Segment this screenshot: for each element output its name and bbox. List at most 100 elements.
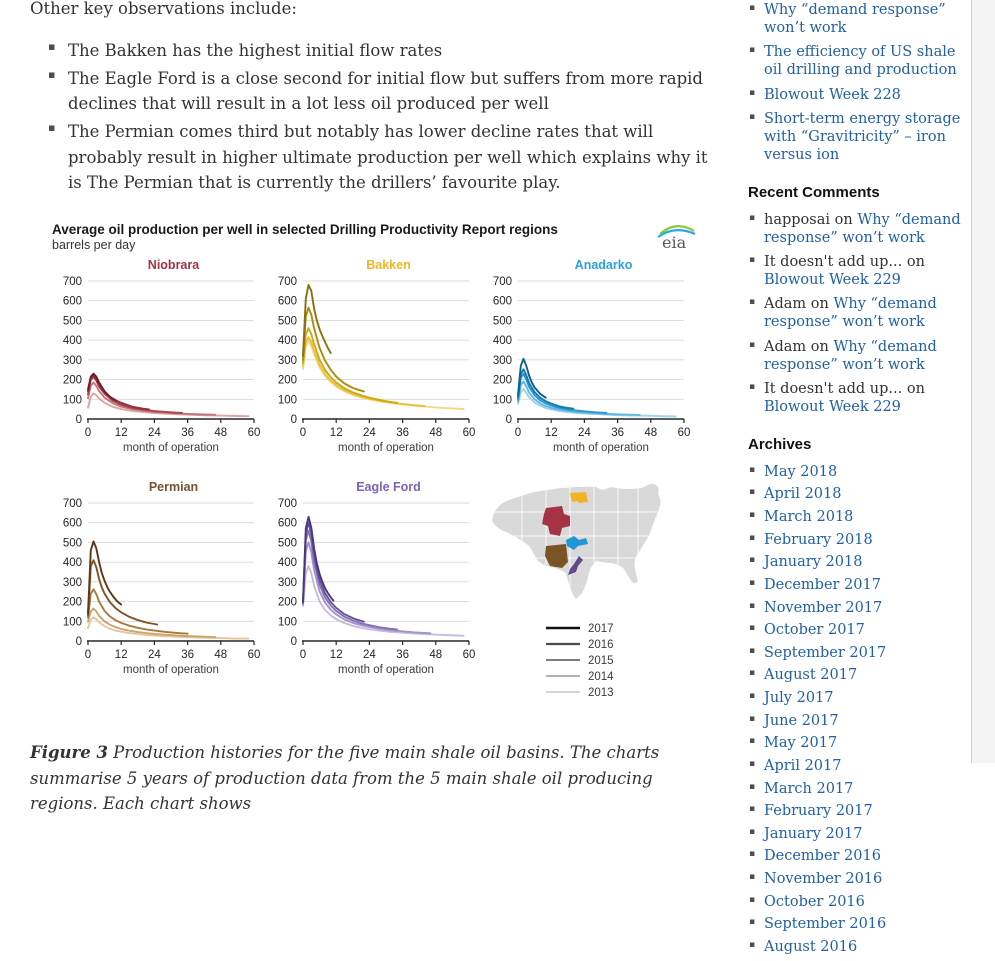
svg-text:600: 600 xyxy=(63,296,82,308)
svg-text:200: 200 xyxy=(63,375,82,387)
archive-link[interactable]: February 2017 xyxy=(764,803,873,820)
svg-text:36: 36 xyxy=(181,649,194,661)
archive-item: September 2017 xyxy=(749,644,962,662)
archive-item: March 2018 xyxy=(749,508,962,526)
us-basin-map: 2017 2016 2015 2014 2013 xyxy=(482,480,697,710)
archive-link[interactable]: April 2018 xyxy=(764,486,842,503)
archive-link[interactable]: November 2017 xyxy=(764,599,883,616)
svg-text:400: 400 xyxy=(63,335,82,347)
archive-link[interactable]: May 2018 xyxy=(764,463,838,480)
recent-post-link[interactable]: Blowout Week 228 xyxy=(764,86,901,103)
chart-eagle-ford: Eagle Ford 0 100 200 300 400 500 600 700 0 12 24 36… xyxy=(267,480,482,710)
map-region-bakken xyxy=(570,492,588,504)
chart-grid: Niobrara 0 100 200 300 400 500 600 700 0 12 24 36 48… xyxy=(52,258,712,710)
archive-item: September 2016 xyxy=(749,915,962,933)
recent-comments-list: happosai on Why “demand response” won’t … xyxy=(748,211,962,416)
eagle-ford-plot: 0 100 200 300 400 500 600 700 0 12 24 36 48 60 month o… xyxy=(278,498,476,676)
recent-comment-item: Adam on Why “demand response” won’t work xyxy=(749,338,962,374)
chart-subtitle: barrels per day xyxy=(52,238,136,253)
archive-link[interactable]: August 2017 xyxy=(764,667,858,684)
svg-text:12: 12 xyxy=(115,427,128,439)
recent-post-link[interactable]: The efficiency of US shale oil drilling … xyxy=(764,44,957,79)
svg-text:0: 0 xyxy=(291,636,297,648)
archives-list: May 2018 April 2018 March 2018 February 201… xyxy=(748,463,962,956)
archive-item: August 2016 xyxy=(749,938,962,956)
chart-niobrara: Niobrara 0 100 200 300 400 500 600 700 0 12 24 36 48… xyxy=(52,258,267,466)
archive-link[interactable]: January 2018 xyxy=(764,554,863,571)
svg-text:100: 100 xyxy=(63,616,82,628)
comment-post-link[interactable]: Why “demand response” won’t work xyxy=(764,211,961,246)
comment-author: Adam xyxy=(764,338,807,355)
svg-text:0: 0 xyxy=(85,649,91,661)
recent-post-item: The efficiency of US shale oil drilling … xyxy=(749,43,962,79)
comment-post-link[interactable]: Blowout Week 229 xyxy=(764,398,901,415)
archive-link[interactable]: December 2017 xyxy=(764,576,881,593)
svg-text:700: 700 xyxy=(63,276,82,288)
svg-text:48: 48 xyxy=(429,649,442,661)
comment-post-link[interactable]: Why “demand response” won’t work xyxy=(764,338,937,373)
archive-link[interactable]: March 2017 xyxy=(764,780,854,797)
region-title: Permian xyxy=(148,480,199,495)
archive-item: January 2017 xyxy=(749,825,962,843)
region-title: Anadarko xyxy=(574,258,633,273)
recent-post-item: Short-term energy storage with “Gravitri… xyxy=(749,110,962,164)
archive-item: December 2017 xyxy=(749,576,962,594)
legend-year-label: 2016 xyxy=(588,639,614,651)
archive-link[interactable]: September 2017 xyxy=(764,644,887,661)
svg-text:48: 48 xyxy=(214,427,227,439)
archive-item: August 2017 xyxy=(749,666,962,684)
archive-link[interactable]: January 2017 xyxy=(764,825,863,842)
recent-post-link[interactable]: Why “demand response” won’t work xyxy=(764,2,946,37)
legend-year-label: 2013 xyxy=(588,687,614,699)
archive-link[interactable]: May 2017 xyxy=(764,735,838,752)
svg-text:100: 100 xyxy=(63,394,82,406)
recent-post-link[interactable]: Short-term energy storage with “Gravitri… xyxy=(764,110,961,163)
archive-link[interactable]: December 2016 xyxy=(764,848,881,865)
comment-post-link[interactable]: Blowout Week 229 xyxy=(764,272,901,289)
archive-link[interactable]: August 2016 xyxy=(764,938,858,955)
archive-item: December 2016 xyxy=(749,847,962,865)
archive-link[interactable]: June 2017 xyxy=(764,712,839,729)
svg-text:month of operation: month of operation xyxy=(553,442,649,454)
svg-text:0: 0 xyxy=(76,414,82,426)
svg-text:month of operation: month of operation xyxy=(338,442,434,454)
archive-item: May 2018 xyxy=(749,463,962,481)
archive-link[interactable]: July 2017 xyxy=(764,690,834,706)
archive-link[interactable]: October 2016 xyxy=(764,893,865,910)
region-title: Bakken xyxy=(366,258,411,273)
eia-logo-icon: eia xyxy=(657,225,696,252)
archive-link[interactable]: April 2017 xyxy=(764,757,842,774)
svg-text:0: 0 xyxy=(300,649,306,661)
us-map-svg xyxy=(492,484,661,600)
archive-link[interactable]: March 2018 xyxy=(764,509,854,525)
observation-item: The Eagle Ford is a close second for ini… xyxy=(48,66,712,116)
sidebar: Why “demand response” won’t work The effi… xyxy=(748,0,962,961)
comment-post-link[interactable]: Why “demand response” won’t work xyxy=(764,296,937,331)
recent-post-item: Blowout Week 228 xyxy=(749,86,962,104)
svg-text:600: 600 xyxy=(278,296,297,308)
figure-caption: Figure 3 Production histories for the fi… xyxy=(30,740,712,817)
recent-comment-item: happosai on Why “demand response” won’t … xyxy=(749,211,962,247)
archive-item: May 2017 xyxy=(749,734,962,752)
svg-text:0: 0 xyxy=(85,427,91,439)
archive-link[interactable]: February 2018 xyxy=(764,531,873,548)
archive-link[interactable]: September 2016 xyxy=(764,916,887,933)
svg-text:0: 0 xyxy=(291,414,297,426)
svg-text:48: 48 xyxy=(429,427,442,439)
region-title: Eagle Ford xyxy=(356,480,421,495)
archive-item: January 2018 xyxy=(749,553,962,571)
archive-item: April 2017 xyxy=(749,757,962,775)
eia-logo-text: eia xyxy=(662,233,687,252)
svg-text:700: 700 xyxy=(63,498,82,510)
svg-text:200: 200 xyxy=(278,375,297,387)
svg-text:12: 12 xyxy=(330,649,343,661)
archive-link[interactable]: October 2017 xyxy=(764,622,865,639)
svg-text:600: 600 xyxy=(63,518,82,530)
svg-text:500: 500 xyxy=(278,316,297,328)
archive-item: February 2017 xyxy=(749,802,962,820)
svg-text:200: 200 xyxy=(493,375,512,387)
archive-item: November 2016 xyxy=(749,870,962,888)
archive-link[interactable]: November 2016 xyxy=(764,871,883,887)
svg-text:100: 100 xyxy=(278,394,297,406)
recent-comment-item: It doesn't add up... on Blowout Week 229 xyxy=(749,380,962,416)
